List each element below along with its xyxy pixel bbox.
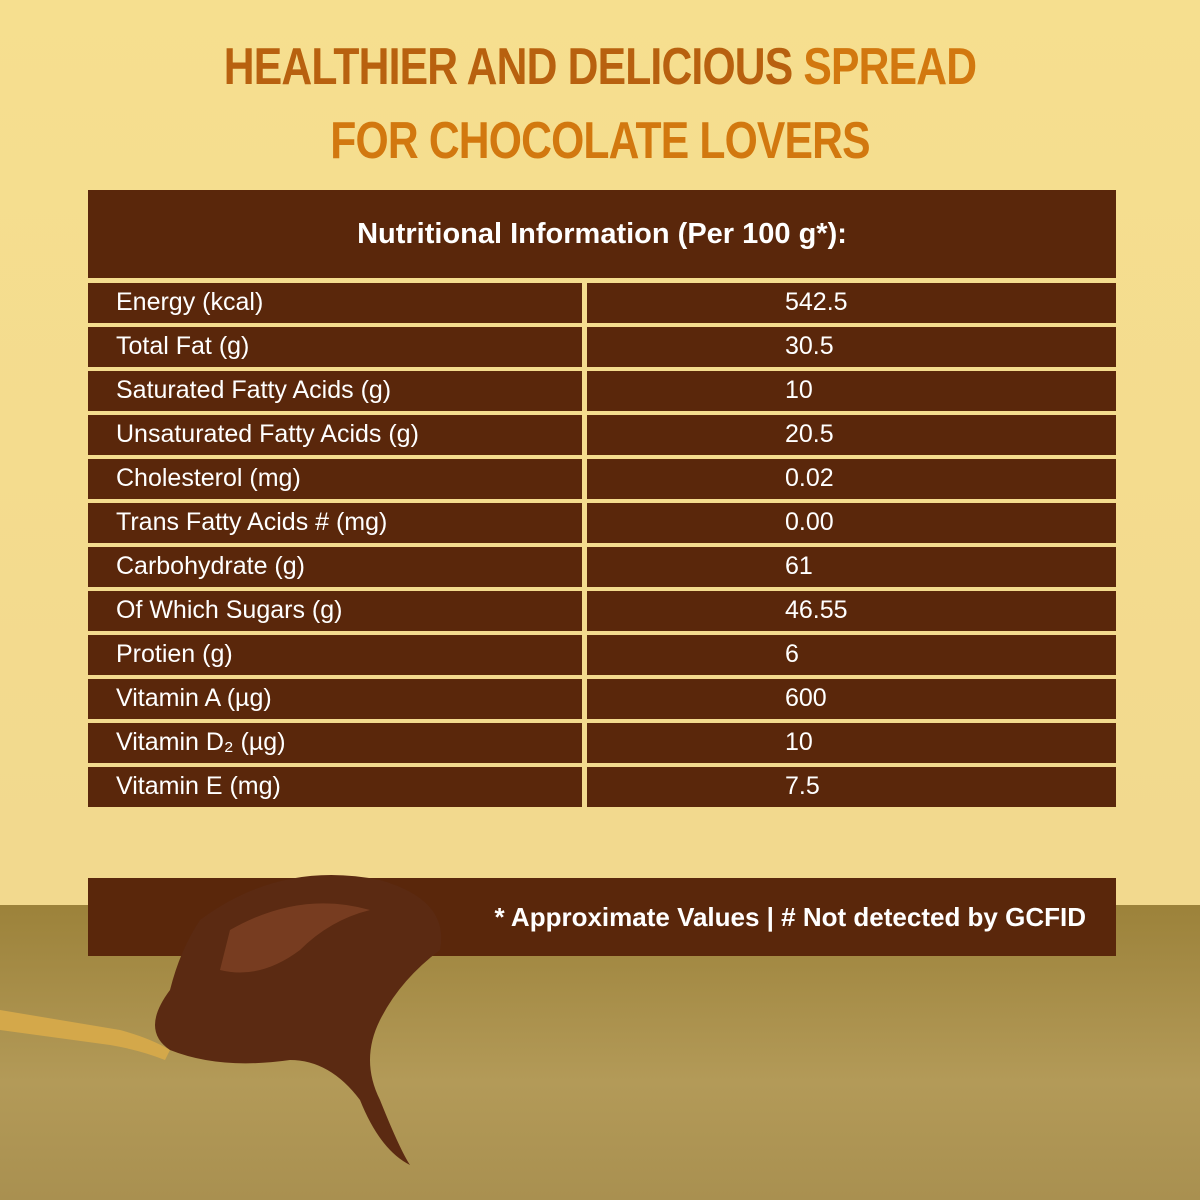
table-row: Total Fat (g) 30.5 — [88, 327, 1116, 367]
table-row: Vitamin A (µg) 600 — [88, 679, 1116, 719]
table-row: Carbohydrate (g) 61 — [88, 547, 1116, 587]
nutrient-value: 6 — [587, 635, 1116, 675]
table-row: Vitamin D₂ (µg) 10 — [88, 723, 1116, 763]
table-row: Unsaturated Fatty Acids (g) 20.5 — [88, 415, 1116, 455]
nutrient-label: Vitamin E (mg) — [88, 767, 582, 807]
nutrient-label: Total Fat (g) — [88, 327, 582, 367]
table-row: Of Which Sugars (g) 46.55 — [88, 591, 1116, 631]
table-heading: Nutritional Information (Per 100 g*): — [88, 190, 1116, 278]
nutrient-label: Of Which Sugars (g) — [88, 591, 582, 631]
nutrient-label: Unsaturated Fatty Acids (g) — [88, 415, 582, 455]
nutrient-label: Carbohydrate (g) — [88, 547, 582, 587]
nutrient-value: 542.5 — [587, 283, 1116, 323]
nutrient-label: Cholesterol (mg) — [88, 459, 582, 499]
spoon-illustration — [0, 875, 442, 1165]
table-row: Vitamin E (mg) 7.5 — [88, 767, 1116, 807]
nutrient-label: Vitamin A (µg) — [88, 679, 582, 719]
nutrient-value: 30.5 — [587, 327, 1116, 367]
nutrient-value: 0.00 — [587, 503, 1116, 543]
title-end: SPREAD FOR CHOCOLATE LOVERS — [330, 38, 977, 170]
nutrient-value: 600 — [587, 679, 1116, 719]
table-row: Energy (kcal) 542.5 — [88, 283, 1116, 323]
nutrient-label: Saturated Fatty Acids (g) — [88, 371, 582, 411]
nutrient-label: Trans Fatty Acids # (mg) — [88, 503, 582, 543]
title: HEALTHIER AND DELICIOUS SPREAD FOR CHOCO… — [190, 30, 1010, 178]
nutrient-value: 46.55 — [587, 591, 1116, 631]
title-start: HEALTHIER AND DELICIOUS — [223, 38, 793, 96]
table-row: Protien (g) 6 — [88, 635, 1116, 675]
table-body: Energy (kcal) 542.5 Total Fat (g) 30.5 Satur… — [88, 283, 1116, 807]
table-row: Cholesterol (mg) 0.02 — [88, 459, 1116, 499]
nutrient-value: 10 — [587, 371, 1116, 411]
nutrition-table: Nutritional Information (Per 100 g*): En… — [88, 190, 1116, 811]
nutrient-value: 0.02 — [587, 459, 1116, 499]
nutrient-label: Protien (g) — [88, 635, 582, 675]
nutrient-label: Energy (kcal) — [88, 283, 582, 323]
nutrient-label: Vitamin D₂ (µg) — [88, 723, 582, 763]
table-row: Saturated Fatty Acids (g) 10 — [88, 371, 1116, 411]
table-row: Trans Fatty Acids # (mg) 0.00 — [88, 503, 1116, 543]
nutrient-value: 7.5 — [587, 767, 1116, 807]
nutrient-value: 10 — [587, 723, 1116, 763]
nutrient-value: 61 — [587, 547, 1116, 587]
nutrient-value: 20.5 — [587, 415, 1116, 455]
